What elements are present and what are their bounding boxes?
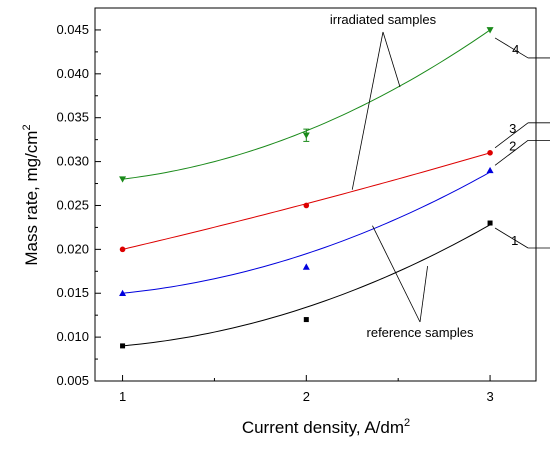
y-tick-label: 0.010 [56,329,89,344]
y-axis-title: Mass rate, mg/cm2 [21,124,41,265]
data-point-series-2 [302,263,310,270]
data-point-series-3 [303,202,310,209]
data-point-series-2 [486,166,494,174]
x-tick-label: 2 [303,389,310,404]
data-point-series-2 [119,289,127,297]
y-axis-title-superscript: 2 [21,124,33,130]
x-tick-label: 1 [119,389,126,404]
data-point-series-1 [120,343,126,349]
annotation-reference-samples: reference samples [367,325,474,340]
y-tick-label: 0.020 [56,241,89,256]
y-tick-label: 0.005 [56,373,89,388]
annotation-pointer [382,31,401,88]
annotation-pointer [372,225,421,323]
y-tick-label: 0.035 [56,110,89,125]
series-label-1: 1 [511,233,518,248]
series-label-4: 4 [512,42,519,57]
data-point-series-1 [303,317,309,323]
y-tick-label: 0.030 [56,154,89,169]
data-point-series-3 [487,150,493,156]
x-axis-ticks: 1 2 3 [119,375,494,404]
y-tick-label: 0.040 [56,66,89,81]
x-axis-title: Current density, A/dm2 [242,417,410,437]
fit-curve-2 [122,171,491,294]
series-label-leader [494,122,529,149]
annotation-irradiated-samples: irradiated samples [330,12,437,27]
annotation-pointer [419,265,428,323]
series-label-leader [494,140,529,166]
series-label-2: 2 [509,138,516,153]
annotations: irradiated samples reference samples [330,12,474,340]
y-tick-label: 0.025 [56,197,89,212]
data-point-series-3 [119,246,126,253]
x-axis-title-superscript: 2 [404,417,410,429]
data-point-series-1 [487,220,493,226]
series-labels: 1 2 3 4 [494,37,550,249]
y-axis-ticks: 0.005 0.010 0.015 0.020 0.025 0.030 0.035 0.040… [56,22,101,388]
data-point-series-4 [119,176,127,183]
x-tick-label: 3 [486,389,493,404]
fit-curve-4 [122,29,491,180]
y-tick-label: 0.045 [56,22,89,37]
series-label-leader [494,37,529,59]
fit-curve-1 [122,224,491,347]
series-label-leader [494,227,529,249]
fit-curves [122,29,491,347]
plot-frame [94,7,537,382]
series-label-3: 3 [509,121,516,136]
annotation-pointer [351,31,384,190]
y-tick-label: 0.015 [56,285,89,300]
data-markers [119,27,494,349]
data-point-series-4 [486,27,494,34]
plot-area-border [94,7,537,382]
